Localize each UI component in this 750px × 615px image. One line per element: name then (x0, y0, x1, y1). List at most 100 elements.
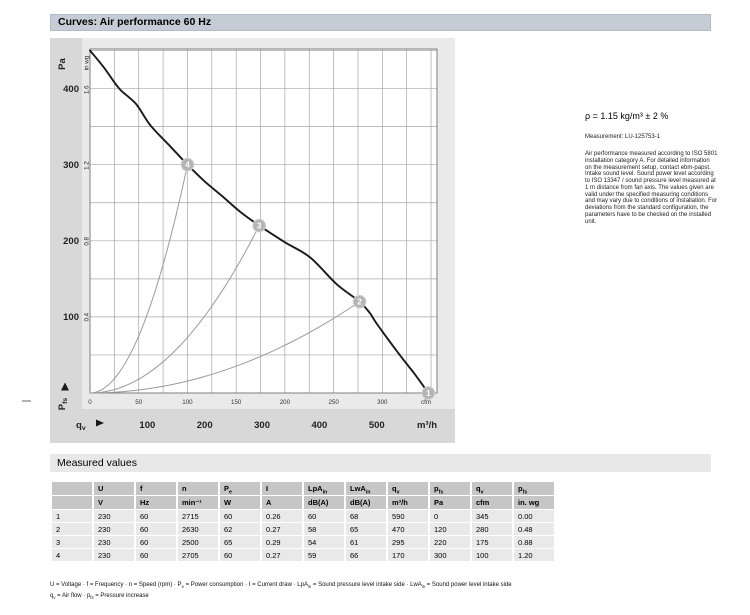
unit-label: W (220, 496, 260, 509)
column-header: pfs (430, 482, 470, 495)
column-header-blank (52, 482, 92, 495)
section-title: Measured values (57, 457, 137, 469)
value-cell: 60 (136, 549, 176, 561)
value-cell: 0 (430, 510, 470, 522)
operating-point-marker: 2 (352, 294, 367, 309)
column-header: qv (388, 482, 428, 495)
value-cell: 0.29 (262, 536, 302, 548)
column-header: U (94, 482, 134, 495)
value-cell: 2705 (178, 549, 218, 561)
inwg-tick-label: 0.8 (84, 236, 91, 245)
row-number: 2 (52, 523, 92, 535)
section-header-measured-values: Measured values (50, 454, 711, 472)
cfm-tick-label: 200 (280, 399, 291, 406)
column-header: LwAin (346, 482, 386, 495)
m3h-tick-label: 500 (369, 420, 385, 431)
value-cell: 60 (220, 510, 260, 522)
measurement-info-panel: ρ = 1.15 kg/m³ ± 2 % Measurement: LU-125… (585, 111, 718, 225)
pa-tick-label: 100 (63, 312, 79, 323)
column-header: Pe (220, 482, 260, 495)
value-cell: 1.20 (514, 549, 554, 561)
unit-label: m³/h (388, 496, 428, 509)
value-cell: 100 (472, 549, 512, 561)
unit-label: A (262, 496, 302, 509)
cfm-tick-label: 100 (182, 399, 193, 406)
unit-label: Pa (430, 496, 470, 509)
unit-label: dB(A) (304, 496, 344, 509)
value-cell: 230 (94, 536, 134, 548)
cfm-tick-label: 0 (88, 399, 92, 406)
unit-label-blank (52, 496, 92, 509)
operating-point-circle (352, 294, 367, 309)
cfm-tick-label: 50 (135, 399, 142, 406)
operating-point-circle (252, 218, 266, 233)
cfm-tick-label: 150 (231, 399, 242, 406)
row-number: 4 (52, 549, 92, 561)
value-cell: 0.88 (514, 536, 554, 548)
unit-label: min⁻¹ (178, 496, 218, 509)
m3h-tick-label: 100 (139, 420, 155, 431)
right-arrow-icon (96, 419, 104, 427)
page-margin-mark (22, 400, 31, 402)
operating-point-marker: 4 (180, 157, 195, 172)
system-resistance-curve (89, 225, 260, 394)
value-cell: 230 (94, 523, 134, 535)
up-arrow-icon (61, 382, 69, 391)
page-title: Curves: Air performance 60 Hz (58, 16, 212, 28)
value-cell: 175 (472, 536, 512, 548)
value-cell: 590 (388, 510, 428, 522)
inwg-tick-label: 0.4 (84, 312, 91, 321)
row-number: 1 (52, 510, 92, 522)
section-header-curves: Curves: Air performance 60 Hz (50, 14, 711, 31)
value-cell: 61 (346, 536, 386, 548)
operating-point-number: 3 (257, 221, 262, 230)
table-row: 3 230 60 2500 65 0.29 54 61 295 220 175 0.88 (52, 536, 554, 548)
inwg-tick-label: 1.6 (84, 85, 91, 94)
inwg-axis-title: in wg (84, 55, 91, 70)
measurement-note: Air performance measured according to IS… (585, 151, 718, 225)
operating-point-circle (421, 386, 436, 400)
value-cell: 0.00 (514, 510, 554, 522)
value-cell: 230 (94, 549, 134, 561)
air-performance-chart-svg: 0 50 100 150 200 250 300 cfm 100 200 300 400 500 m³/h… (50, 38, 455, 443)
value-cell: 470 (388, 523, 428, 535)
column-header: pfs (514, 482, 554, 495)
column-header: qv (472, 482, 512, 495)
cfm-tick-label: 250 (328, 399, 339, 406)
value-cell: 345 (472, 510, 512, 522)
m3h-unit-label: m³/h (417, 420, 437, 431)
value-cell: 60 (304, 510, 344, 522)
pa-tick-label: 400 (63, 84, 79, 95)
unit-label: Hz (136, 496, 176, 509)
pa-axis-title: Pa (57, 57, 68, 69)
value-cell: 68 (346, 510, 386, 522)
value-cell: 280 (472, 523, 512, 535)
value-cell: 0.27 (262, 549, 302, 561)
value-cell: 54 (304, 536, 344, 548)
plot-border (89, 48, 438, 394)
pfs-axis-title: Pfs (57, 398, 69, 411)
air-performance-chart: 0 50 100 150 200 250 300 cfm 100 200 300 400 500 m³/h… (50, 38, 455, 443)
value-cell: 65 (346, 523, 386, 535)
value-cell: 58 (304, 523, 344, 535)
value-cell: 2630 (178, 523, 218, 535)
table-row: 1 230 60 2715 60 0.26 60 68 590 0 345 0.00 (52, 510, 554, 522)
fan-curve (89, 49, 430, 394)
system-resistance-curve (89, 301, 360, 394)
unit-label: V (94, 496, 134, 509)
column-header: n (178, 482, 218, 495)
value-cell: 62 (220, 523, 260, 535)
operating-point-number: 4 (185, 161, 190, 170)
operating-point-circle (180, 157, 195, 172)
pa-tick-label: 200 (63, 236, 79, 247)
operating-point-marker: 1 (421, 386, 436, 400)
row-number: 3 (52, 536, 92, 548)
system-resistance-curve (89, 164, 188, 394)
value-cell: 2715 (178, 510, 218, 522)
column-header: LpAin (304, 482, 344, 495)
footnote-line-2: qv = Air flow · pfs = Pressure increase (50, 592, 149, 600)
value-cell: 230 (94, 510, 134, 522)
value-cell: 0.48 (514, 523, 554, 535)
measurement-id: Measurement: LU-125753-1 (585, 134, 661, 140)
